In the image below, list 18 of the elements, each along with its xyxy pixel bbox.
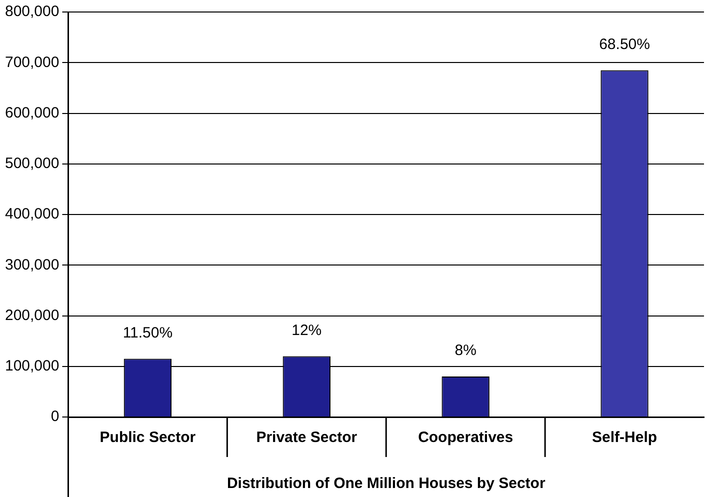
y-tick-label: 200,000	[4, 306, 60, 324]
y-tick-label: 700,000	[4, 54, 60, 71]
annotation: 68.50%	[599, 36, 650, 53]
annotation: 12%	[292, 322, 322, 339]
x-tick-label: Cooperatives	[418, 429, 514, 446]
annotation: 11.50%	[122, 324, 173, 342]
y-tick-label: 400,000	[4, 206, 60, 223]
x-tick-label: Private Sector	[256, 429, 358, 446]
x-axis-title: Distribution of One Million Houses by Sector	[226, 475, 546, 492]
y-tick-label: 300,000	[4, 256, 60, 274]
x-tick-label: Self-Help	[592, 429, 658, 446]
y-tick-label: 500,000	[4, 155, 60, 172]
y-tick-label: 0	[50, 408, 60, 426]
y-tick-label: 600,000	[4, 104, 60, 122]
y-tick-label: 100,000	[4, 358, 60, 375]
annotation: 8%	[454, 342, 476, 360]
x-tick-label: Public Sector	[100, 429, 196, 446]
y-tick-label: 800,000	[4, 3, 60, 20]
